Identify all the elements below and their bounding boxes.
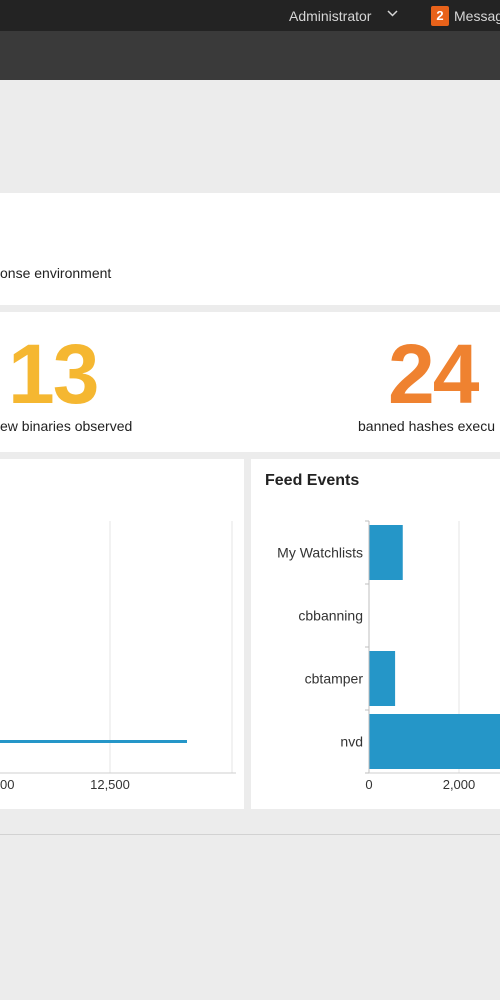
user-menu[interactable]: Administrator: [289, 8, 372, 24]
top-navigation-bar: Administrator 2 Messag: [0, 0, 500, 31]
feed-events-card: Feed Events My Watchlists cbbanning cbtamp…: [251, 459, 500, 809]
category-label: cbbanning: [298, 608, 363, 624]
messages-link[interactable]: Messag: [454, 8, 500, 24]
banner-text: onse environment: [0, 265, 112, 281]
secondary-toolbar: [0, 31, 500, 80]
category-label: cbtamper: [305, 671, 364, 687]
stats-panel: 13 ew binaries observed 24 banned hashes…: [0, 312, 500, 452]
x-tick-label: 00: [0, 777, 14, 792]
feed-events-title: Feed Events: [265, 472, 360, 489]
divider: [0, 834, 500, 835]
x-tick-label: 2,000: [443, 777, 476, 792]
left-chart: 00 12,500: [0, 521, 236, 792]
new-binaries-label: ew binaries observed: [0, 418, 133, 434]
x-tick-label: 0: [365, 777, 372, 792]
bar-cbtamper: [369, 651, 396, 706]
category-label: My Watchlists: [277, 545, 363, 561]
banned-hashes-label: banned hashes execu: [358, 418, 495, 434]
new-binaries-count[interactable]: 13: [8, 327, 99, 421]
left-chart-card: 00 12,500: [0, 459, 244, 809]
category-label: nvd: [340, 734, 363, 750]
x-tick-label: 12,500: [90, 777, 130, 792]
welcome-banner: onse environment: [0, 193, 500, 305]
bar-my-watchlists: [369, 525, 403, 580]
banned-hashes-count[interactable]: 24: [388, 327, 479, 421]
bar: [0, 740, 187, 743]
messages-count-badge[interactable]: 2: [431, 6, 449, 26]
chevron-down-icon[interactable]: [386, 7, 399, 20]
feed-events-chart: My Watchlists cbbanning cbtamper nvd 0 2,000: [277, 520, 500, 792]
bar-nvd: [369, 714, 500, 769]
